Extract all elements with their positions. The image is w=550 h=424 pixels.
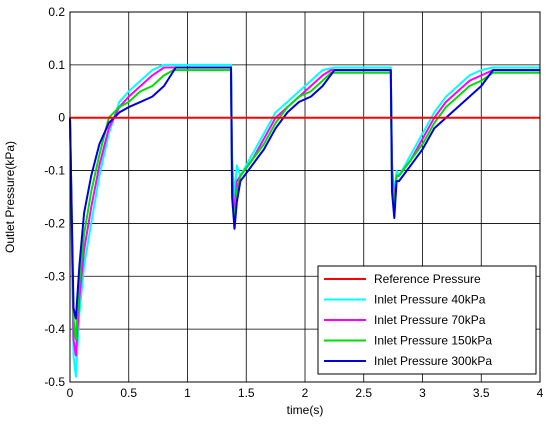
legend: Reference Pressure Inlet Pressure 40kPa In… bbox=[317, 265, 537, 375]
y-tick-label: -0.1 bbox=[44, 164, 65, 178]
series-line-3 bbox=[69, 69, 540, 341]
x-tick-label: 0.5 bbox=[120, 386, 137, 400]
x-tick-label: 1.5 bbox=[238, 386, 255, 400]
legend-entry: Inlet Pressure 300kPa bbox=[374, 354, 492, 368]
legend-entry: Inlet Pressure 70kPa bbox=[374, 313, 486, 327]
legend-entry: Inlet Pressure 40kPa bbox=[374, 293, 486, 307]
x-axis-ticks: 0 0.5 1 1.5 2 2.5 3 3.5 4 bbox=[67, 386, 544, 400]
series-line-2 bbox=[69, 66, 540, 357]
y-axis-label: Outlet Pressure(kPa) bbox=[3, 141, 17, 253]
y-tick-label: -0.2 bbox=[44, 216, 65, 230]
x-tick-label: 4 bbox=[537, 386, 544, 400]
y-axis-ticks: -0.5 -0.4 -0.3 -0.2 -0.1 0 0.1 0.2 bbox=[44, 5, 65, 389]
x-tick-label: 3 bbox=[419, 386, 426, 400]
y-tick-label: -0.5 bbox=[44, 375, 65, 389]
series-lines bbox=[69, 63, 540, 378]
x-tick-label: 2.5 bbox=[355, 386, 372, 400]
x-tick-label: 2 bbox=[302, 386, 309, 400]
y-tick-label: 0.2 bbox=[48, 5, 65, 19]
x-tick-label: 0 bbox=[67, 386, 74, 400]
y-tick-label: -0.4 bbox=[44, 322, 65, 336]
y-tick-label: 0 bbox=[58, 111, 65, 125]
legend-entry: Inlet Pressure 150kPa bbox=[374, 334, 492, 348]
x-tick-label: 1 bbox=[184, 386, 191, 400]
y-tick-label: -0.3 bbox=[44, 269, 65, 283]
plot-frame bbox=[69, 11, 541, 383]
y-tick-label: 0.1 bbox=[48, 58, 65, 72]
x-tick-label: 3.5 bbox=[473, 386, 490, 400]
legend-entry: Reference Pressure bbox=[374, 272, 481, 286]
x-axis-label: time(s) bbox=[287, 403, 324, 417]
series-line-4 bbox=[69, 66, 540, 320]
